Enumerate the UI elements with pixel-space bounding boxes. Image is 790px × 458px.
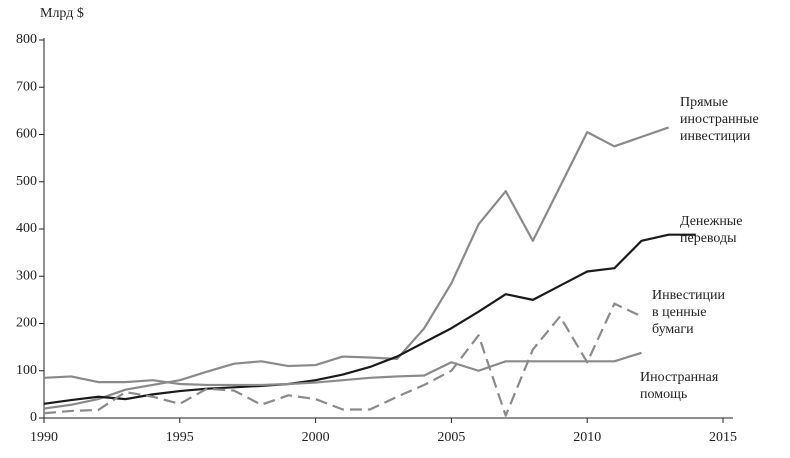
x-tick-label: 1990 xyxy=(30,430,58,445)
series-label: Инвестиции xyxy=(652,288,726,303)
x-tick-label: 2000 xyxy=(302,430,330,445)
y-tick-label: 300 xyxy=(16,268,37,283)
series-label: бумаги xyxy=(652,322,694,337)
x-tick-label: 2010 xyxy=(573,430,601,445)
x-tick-label: 1995 xyxy=(166,430,194,445)
y-tick-label: 700 xyxy=(16,79,37,94)
x-tick-label: 2015 xyxy=(709,430,737,445)
series-label: переводы xyxy=(680,231,737,246)
y-tick-label: 600 xyxy=(16,127,37,142)
series-label: инвестиции xyxy=(680,129,751,144)
y-tick-label: 500 xyxy=(16,174,37,189)
x-tick-label: 2005 xyxy=(437,430,465,445)
y-tick-label: 400 xyxy=(16,221,37,236)
series-label: иностранные xyxy=(680,112,759,127)
y-tick-label: 800 xyxy=(16,32,37,47)
series-label: Иностранная xyxy=(640,370,719,385)
y-tick-label: 0 xyxy=(30,410,37,425)
y-axis-label: Млрд $ xyxy=(40,6,84,21)
y-tick-label: 100 xyxy=(16,363,37,378)
series-label: Прямые xyxy=(680,95,728,110)
series-label: в ценные xyxy=(652,305,706,320)
y-tick-label: 200 xyxy=(16,316,37,331)
series-label: помощь xyxy=(640,387,687,402)
series-line xyxy=(43,302,642,417)
series-line xyxy=(43,233,696,405)
series-label: Денежные xyxy=(680,214,742,229)
series-line xyxy=(43,351,642,387)
series-line xyxy=(43,126,670,410)
